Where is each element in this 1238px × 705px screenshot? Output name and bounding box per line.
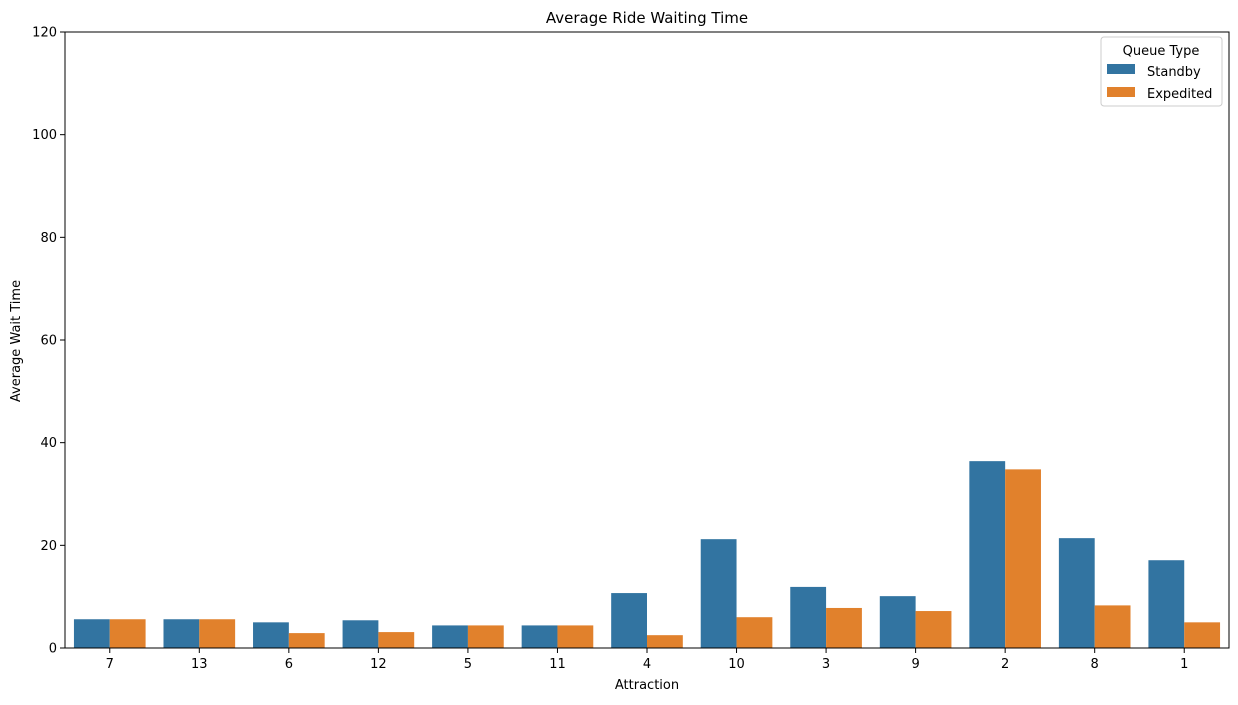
chart-title: Average Ride Waiting Time: [546, 9, 748, 27]
y-tick-label: 80: [40, 231, 57, 246]
x-tick-label: 4: [643, 657, 651, 672]
x-tick-label: 8: [1091, 657, 1099, 672]
bar-expedited-3: [826, 607, 862, 648]
bar-standby-1: [1148, 560, 1185, 648]
y-tick-label: 20: [40, 539, 57, 554]
bar-standby-8: [1058, 538, 1095, 648]
y-tick-label: 60: [40, 334, 57, 349]
x-tick-label: 1: [1180, 657, 1188, 672]
x-tick-label: 7: [106, 657, 114, 672]
bar-standby-10: [700, 539, 737, 648]
x-tick-label: 6: [285, 657, 293, 672]
legend-label-standby: Standby: [1147, 65, 1201, 80]
bar-standby-7: [73, 619, 110, 648]
legend-swatch-standby: [1107, 64, 1135, 74]
bar-standby-4: [611, 593, 647, 648]
bar-expedited-12: [378, 632, 415, 648]
bar-expedited-1: [1184, 622, 1221, 648]
y-tick-label: 40: [40, 436, 57, 451]
legend-title: Queue Type: [1123, 44, 1200, 59]
bar-expedited-10: [736, 617, 773, 648]
x-tick-label: 10: [728, 657, 745, 672]
x-tick-label: 9: [911, 657, 919, 672]
x-tick-label: 12: [370, 657, 387, 672]
x-axis-label: Attraction: [615, 678, 679, 693]
bar-standby-5: [432, 625, 468, 648]
plot-area: 0 20 40 60 80 100 120 7 13 6 12 5 11 4 10 3 9 2 8 1: [32, 26, 1230, 672]
bar-expedited-5: [467, 625, 504, 648]
bar-expedited-4: [647, 635, 683, 648]
bar-standby-12: [342, 620, 379, 648]
bar-expedited-2: [1005, 469, 1041, 648]
y-tick-label: 0: [49, 642, 57, 657]
bar-standby-2: [969, 461, 1006, 648]
x-tick-label: 11: [549, 657, 566, 672]
legend-swatch-expedited: [1107, 87, 1135, 97]
x-tick-label: 3: [822, 657, 830, 672]
y-axis-label: Average Wait Time: [9, 280, 24, 402]
legend: Queue Type Standby Expedited: [1100, 36, 1223, 107]
bar-expedited-8: [1094, 605, 1131, 648]
bar-expedited-13: [199, 619, 236, 648]
bar-standby-6: [253, 622, 289, 648]
bar-expedited-11: [557, 625, 594, 648]
plot-frame: [64, 31, 1230, 649]
x-tick-label: 13: [191, 657, 208, 672]
bar-expedited-6: [288, 633, 325, 648]
x-tick-label: 5: [464, 657, 472, 672]
legend-label-expedited: Expedited: [1147, 87, 1212, 102]
x-tick-label: 2: [1001, 657, 1009, 672]
y-tick-label: 100: [32, 128, 57, 143]
bar-standby-3: [790, 586, 827, 648]
bar-expedited-9: [915, 611, 952, 648]
y-tick-label: 120: [32, 26, 57, 41]
bar-standby-9: [879, 596, 916, 648]
bar-standby-13: [163, 619, 200, 648]
bar-standby-11: [521, 625, 558, 648]
bar-expedited-7: [109, 619, 146, 648]
